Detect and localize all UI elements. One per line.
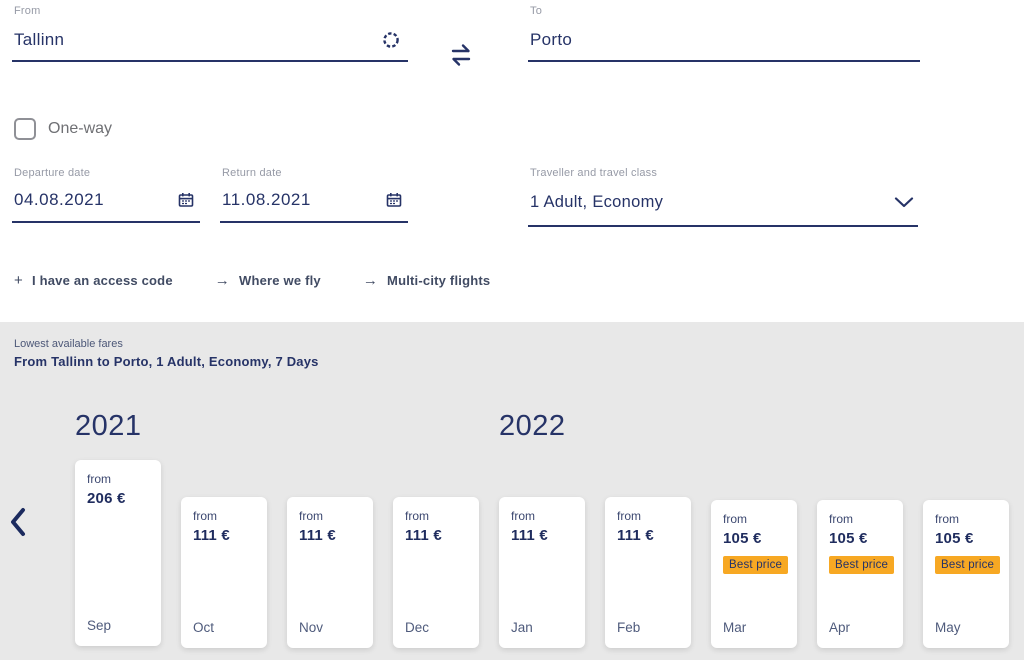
multi-city-link[interactable]: → Multi-city flights [363,272,490,289]
fare-price: 105 € [829,530,868,547]
fare-price: 206 € [87,490,126,507]
access-code-link-label: I have an access code [31,273,173,288]
checkbox-unchecked-icon[interactable] [14,118,36,140]
fare-month: Apr [829,620,851,635]
fare-price: 111 € [299,527,336,544]
fare-month: Dec [405,620,430,635]
fares-section-label: Lowest available fares [14,338,123,350]
quick-links: + I have an access code → Where we fly →… [14,272,490,289]
to-input[interactable]: Porto [530,30,573,49]
traveller-class-label: Traveller and travel class [530,167,658,179]
plus-icon: + [14,272,23,289]
fare-month: Feb [617,620,641,635]
fare-month: Nov [299,620,324,635]
previous-months-button[interactable] [9,505,33,539]
where-we-fly-link-label: Where we fly [238,273,321,288]
fare-month: Sep [87,618,112,633]
fare-price: 111 € [193,527,230,544]
locate-icon[interactable] [382,31,400,49]
traveller-class-value: 1 Adult, Economy [530,193,664,211]
fare-card-sep[interactable]: from 206 € Sep [75,460,161,646]
calendar-icon[interactable] [386,192,402,208]
one-way-checkbox[interactable]: One-way [14,118,112,140]
to-label: To [530,5,543,17]
fare-from-label: from [511,509,535,523]
year-heading-2022: 2022 [499,410,566,442]
fare-card-jan[interactable]: from 111 € Jan [499,497,585,648]
departure-date-label: Departure date [14,167,91,179]
fare-month: May [935,620,961,635]
fare-card-mar[interactable]: from 105 € Best price Mar [711,500,797,648]
fare-from-label: from [935,512,959,526]
best-price-badge: Best price [829,556,895,574]
fares-summary: From Tallinn to Porto, 1 Adult, Economy,… [14,354,319,369]
from-field[interactable]: From Tallinn [12,4,408,62]
swap-arrows-icon [450,42,482,68]
fare-card-dec[interactable]: from 111 € Dec [393,497,479,648]
fare-from-label: from [829,512,853,526]
lowest-fares-section: Lowest available fares From Tallinn to P… [0,322,1024,660]
chevron-down-icon [894,197,914,208]
year-heading-2021: 2021 [75,410,142,442]
fare-month: Oct [193,620,215,635]
fare-card-oct[interactable]: from 111 € Oct [181,497,267,648]
departure-date-field[interactable]: Departure date 04.08.2021 [12,166,200,223]
where-we-fly-link[interactable]: → Where we fly [215,272,321,289]
fare-from-label: from [405,509,429,523]
fare-price: 105 € [935,530,974,547]
one-way-label: One-way [48,120,113,137]
return-date-input[interactable]: 11.08.2021 [222,190,311,209]
return-date-field[interactable]: Return date 11.08.2021 [220,166,408,223]
multi-city-link-label: Multi-city flights [387,273,491,288]
fare-from-label: from [87,472,111,486]
fare-from-label: from [617,509,641,523]
fare-price: 111 € [511,527,548,544]
fare-card-feb[interactable]: from 111 € Feb [605,497,691,648]
arrow-right-icon: → [362,272,379,289]
swap-directions-button[interactable] [450,38,482,72]
return-date-label: Return date [222,167,282,179]
fare-price: 111 € [405,527,442,544]
to-field[interactable]: To Porto [528,4,920,62]
fare-from-label: from [193,509,217,523]
access-code-link[interactable]: + I have an access code [14,272,173,289]
arrow-right-icon: → [214,272,230,289]
fare-from-label: from [723,512,747,526]
best-price-badge: Best price [935,556,1001,574]
fare-month: Jan [511,620,533,635]
fare-card-apr[interactable]: from 105 € Best price Apr [817,500,903,648]
fare-price: 111 € [617,527,654,544]
best-price-badge: Best price [723,556,789,574]
fare-card-may[interactable]: from 105 € Best price May [923,500,1009,648]
fare-card-nov[interactable]: from 111 € Nov [287,497,373,648]
fare-price: 105 € [723,530,762,547]
calendar-icon[interactable] [178,192,194,208]
from-label: From [14,5,41,17]
from-input[interactable]: Tallinn [14,30,65,49]
traveller-class-select[interactable]: Traveller and travel class 1 Adult, Econ… [528,166,918,227]
fare-from-label: from [299,509,323,523]
departure-date-input[interactable]: 04.08.2021 [14,190,105,209]
fare-month: Mar [723,620,747,635]
chevron-left-icon [9,506,33,538]
